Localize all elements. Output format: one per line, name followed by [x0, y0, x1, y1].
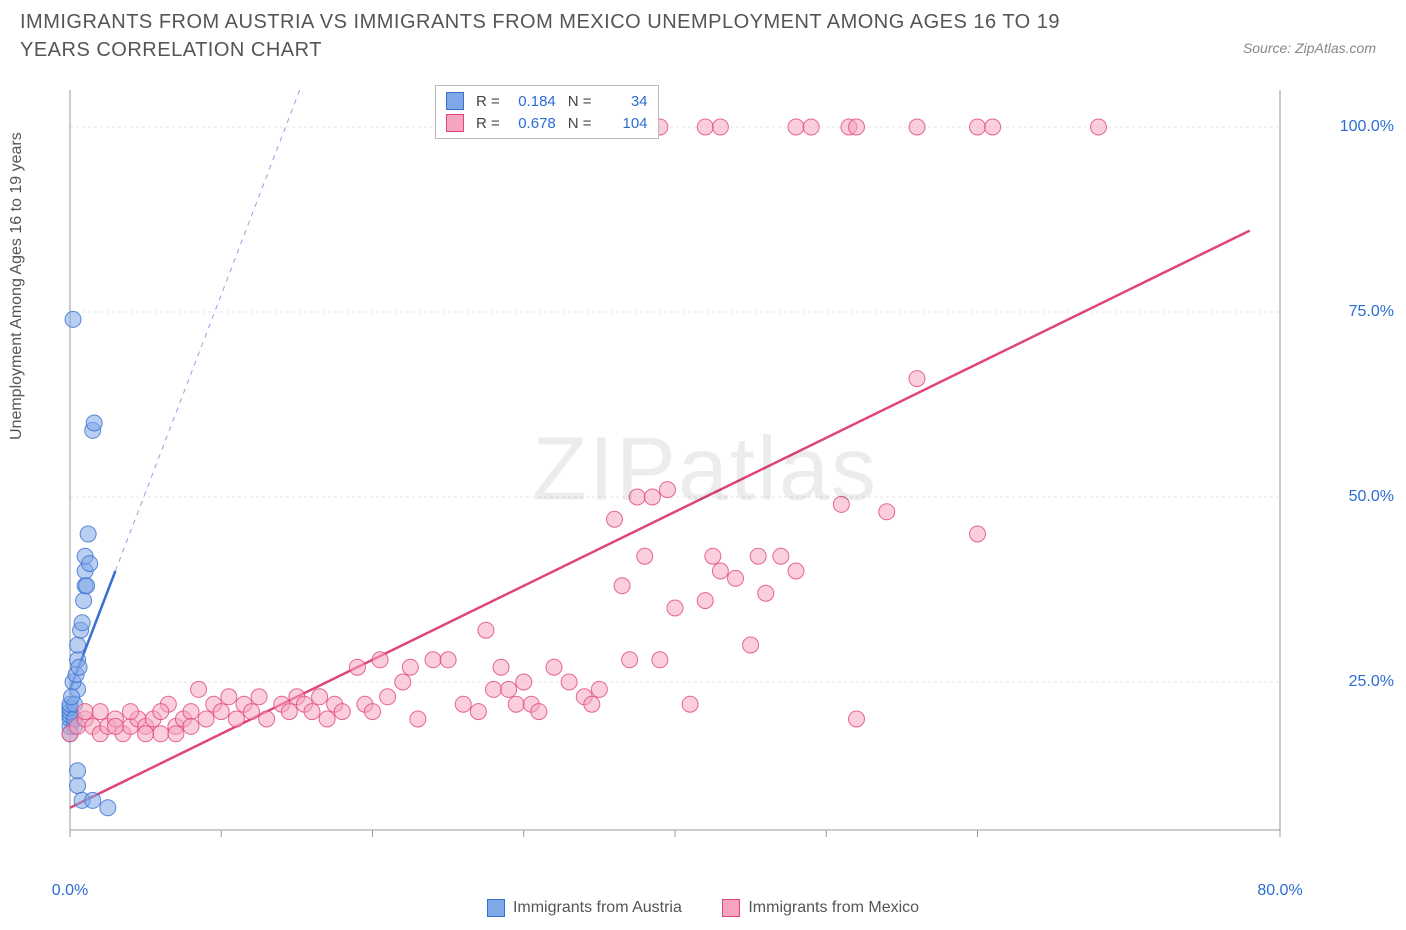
swatch-mexico	[446, 114, 464, 132]
source-label: Source: ZipAtlas.com	[1243, 40, 1376, 56]
chart-area: ZIPatlas	[60, 80, 1350, 860]
stats-row-austria: R = 0.184 N = 34	[446, 90, 648, 112]
swatch-austria	[446, 92, 464, 110]
x-tick-label: 0.0%	[52, 882, 88, 900]
legend-item-mexico: Immigrants from Mexico	[722, 899, 919, 917]
n-value: 34	[598, 93, 648, 110]
page-title: IMMIGRANTS FROM AUSTRIA VS IMMIGRANTS FR…	[20, 8, 1120, 64]
legend-label: Immigrants from Austria	[513, 899, 682, 917]
x-tick-label: 80.0%	[1257, 882, 1302, 900]
stats-row-mexico: R = 0.678 N = 104	[446, 112, 648, 134]
r-label: R =	[476, 115, 500, 132]
bottom-legend: Immigrants from Austria Immigrants from …	[0, 899, 1406, 922]
y-tick-label: 100.0%	[1340, 118, 1394, 136]
r-value: 0.678	[506, 115, 556, 132]
scatter-plot	[60, 80, 1350, 860]
y-tick-label: 50.0%	[1349, 488, 1394, 506]
swatch-austria-icon	[487, 899, 505, 917]
stats-legend: R = 0.184 N = 34 R = 0.678 N = 104	[435, 85, 659, 139]
n-label: N =	[568, 93, 592, 110]
y-tick-label: 25.0%	[1349, 673, 1394, 691]
n-label: N =	[568, 115, 592, 132]
swatch-mexico-icon	[722, 899, 740, 917]
r-value: 0.184	[506, 93, 556, 110]
n-value: 104	[598, 115, 648, 132]
legend-label: Immigrants from Mexico	[748, 899, 919, 917]
y-axis-label: Unemployment Among Ages 16 to 19 years	[8, 132, 26, 440]
y-tick-label: 75.0%	[1349, 303, 1394, 321]
r-label: R =	[476, 93, 500, 110]
legend-item-austria: Immigrants from Austria	[487, 899, 682, 917]
